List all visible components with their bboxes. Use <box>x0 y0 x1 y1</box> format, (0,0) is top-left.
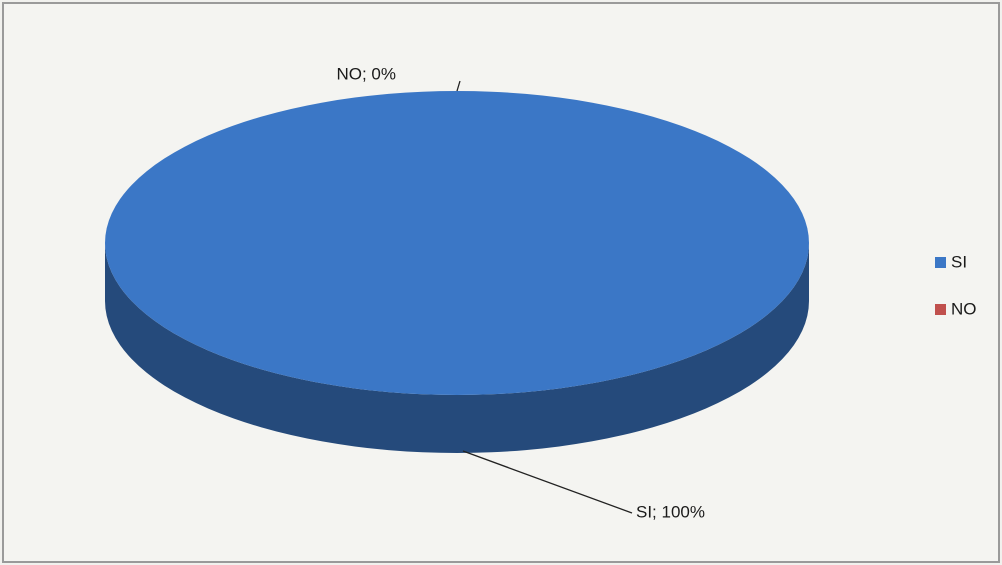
leader-line <box>462 450 633 514</box>
pie-side <box>105 243 809 453</box>
legend-label: SI <box>951 252 967 271</box>
legend-swatch <box>935 304 946 315</box>
legend-swatch <box>935 257 946 268</box>
data-label: SI; 100% <box>636 502 705 521</box>
pie-slice <box>105 91 809 395</box>
leader-line <box>456 80 461 92</box>
legend-label: NO <box>951 299 977 318</box>
data-label: NO; 0% <box>336 64 396 83</box>
